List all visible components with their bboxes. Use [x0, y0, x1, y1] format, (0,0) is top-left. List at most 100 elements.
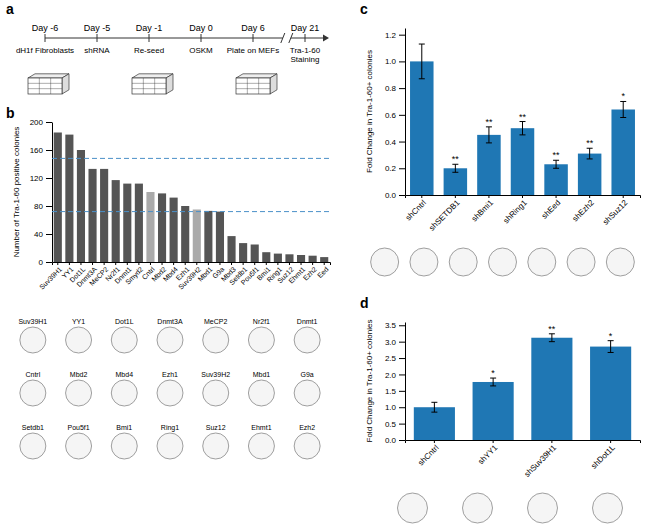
error-bar-stem [551, 334, 552, 342]
image-label: Pou5f1 [67, 424, 89, 431]
image-label: Setdb1 [22, 424, 44, 431]
timeline-line [45, 38, 283, 39]
image-placeholder [294, 327, 320, 353]
tick-mark [399, 391, 405, 392]
bar [181, 206, 189, 262]
image-placeholder [248, 433, 274, 459]
bar [204, 211, 212, 262]
bar [285, 254, 293, 262]
y-axis-title: Fold Change in Tra-1-60+ colonies [365, 320, 374, 443]
timeline-tick [201, 34, 202, 42]
tick-mark [455, 195, 456, 198]
tick-mark [556, 195, 557, 198]
error-bar-cap [431, 402, 437, 403]
panel-label: b [6, 105, 15, 121]
tick-mark [46, 262, 52, 263]
tick-label: shRing1 [502, 198, 530, 226]
panel-bar: c0.00.20.40.60.81.01.2shCntrlshSETDB1shB… [360, 1, 641, 276]
tick-mark [399, 61, 405, 62]
tick-mark [399, 407, 405, 408]
error-bar-stem [610, 341, 611, 353]
significance-label: * [609, 331, 613, 341]
tick-mark [115, 262, 116, 265]
image-placeholder [410, 248, 438, 276]
image-placeholder [111, 327, 137, 353]
tick-mark [324, 262, 325, 265]
image-placeholders: Suv39H1YY1Dot1LDnmt3AMeCP2Nr2f1Dnmt1Cntr… [18, 318, 320, 459]
image-label: Ezh1 [162, 371, 178, 378]
tick-mark [277, 262, 278, 265]
tick: 120 [30, 174, 52, 183]
image-label: Ehmt1 [251, 424, 271, 431]
plate-grid [236, 83, 270, 84]
y-axis-title: Fold Change in Tra-1-60+ colonies [365, 50, 374, 173]
image-label: Ezh2 [299, 424, 315, 431]
significance-label: ** [452, 154, 460, 164]
image-placeholder [66, 433, 92, 459]
image-placeholder [20, 327, 46, 353]
tick-mark [162, 262, 163, 265]
tick: 40 [34, 230, 52, 239]
tick: shRing1 [502, 195, 530, 225]
tick-mark [399, 424, 405, 425]
tick: shEed [540, 195, 562, 221]
error-bar [587, 148, 593, 159]
timeline-day: Day 0 [189, 23, 213, 33]
tick: 1.0 [385, 403, 405, 412]
significance-label: ** [548, 324, 556, 334]
timeline-day: Day 6 [241, 23, 265, 33]
tick: Ezh2 [302, 262, 318, 282]
tick-label: shCntrl [404, 198, 428, 222]
timeline-day: Day -5 [84, 23, 111, 33]
timeline-step: OSKM [189, 46, 213, 55]
bar [477, 135, 501, 195]
image-label: Suv39H1 [18, 318, 47, 325]
tick-mark [610, 440, 611, 443]
tick: 1.5 [385, 387, 405, 396]
y-axis: 0.00.51.01.52.02.53.03.5 [385, 321, 406, 445]
plate-grid [39, 78, 40, 94]
error-bar [452, 164, 458, 172]
tick-label: 0.0 [385, 436, 397, 445]
axis-line [405, 29, 406, 196]
panel-label: d [360, 295, 369, 311]
tick-mark [150, 262, 151, 265]
tick-label: shCntrl [416, 443, 440, 467]
tick-mark [208, 262, 209, 265]
tick: 0.4 [385, 138, 405, 147]
tick: 1.2 [385, 31, 405, 40]
significance-label: ** [485, 117, 493, 127]
plate-side [62, 74, 69, 94]
tick-label: 3.5 [385, 321, 397, 330]
bar [444, 168, 468, 195]
axis-line [406, 196, 641, 199]
tick-mark [127, 262, 128, 265]
tick: 160 [30, 146, 52, 155]
error-bar-cap [608, 352, 614, 353]
image-placeholder [248, 380, 274, 406]
error-bar-cap [419, 44, 425, 45]
tick-mark [92, 262, 93, 265]
tick-mark [69, 262, 70, 265]
bar [193, 210, 201, 263]
tick-label: 120 [30, 174, 44, 183]
image-label: Ring1 [161, 424, 179, 432]
tick: 0.8 [385, 84, 405, 93]
plate-front [236, 78, 270, 94]
tick-label: shSuz12 [601, 198, 630, 227]
error-bar-stem [589, 148, 590, 159]
image-placeholder [66, 327, 92, 353]
bar [158, 193, 166, 262]
plate-icon [28, 74, 69, 94]
tick: Mbd1 [196, 262, 213, 283]
image-placeholder [294, 380, 320, 406]
tick: shDot1L [589, 440, 617, 471]
error-bar-stem [434, 402, 435, 412]
error-bar [553, 160, 559, 168]
x-axis: shCntrlshSETDB1shBmi1shRing1shEedshEzh2s… [404, 195, 641, 233]
error-bar-cap [490, 385, 496, 386]
tick-mark [399, 374, 405, 375]
tick-label: 1.0 [385, 57, 397, 66]
image-label: Dnmt3A [157, 318, 183, 325]
tick: 0.5 [385, 420, 405, 429]
